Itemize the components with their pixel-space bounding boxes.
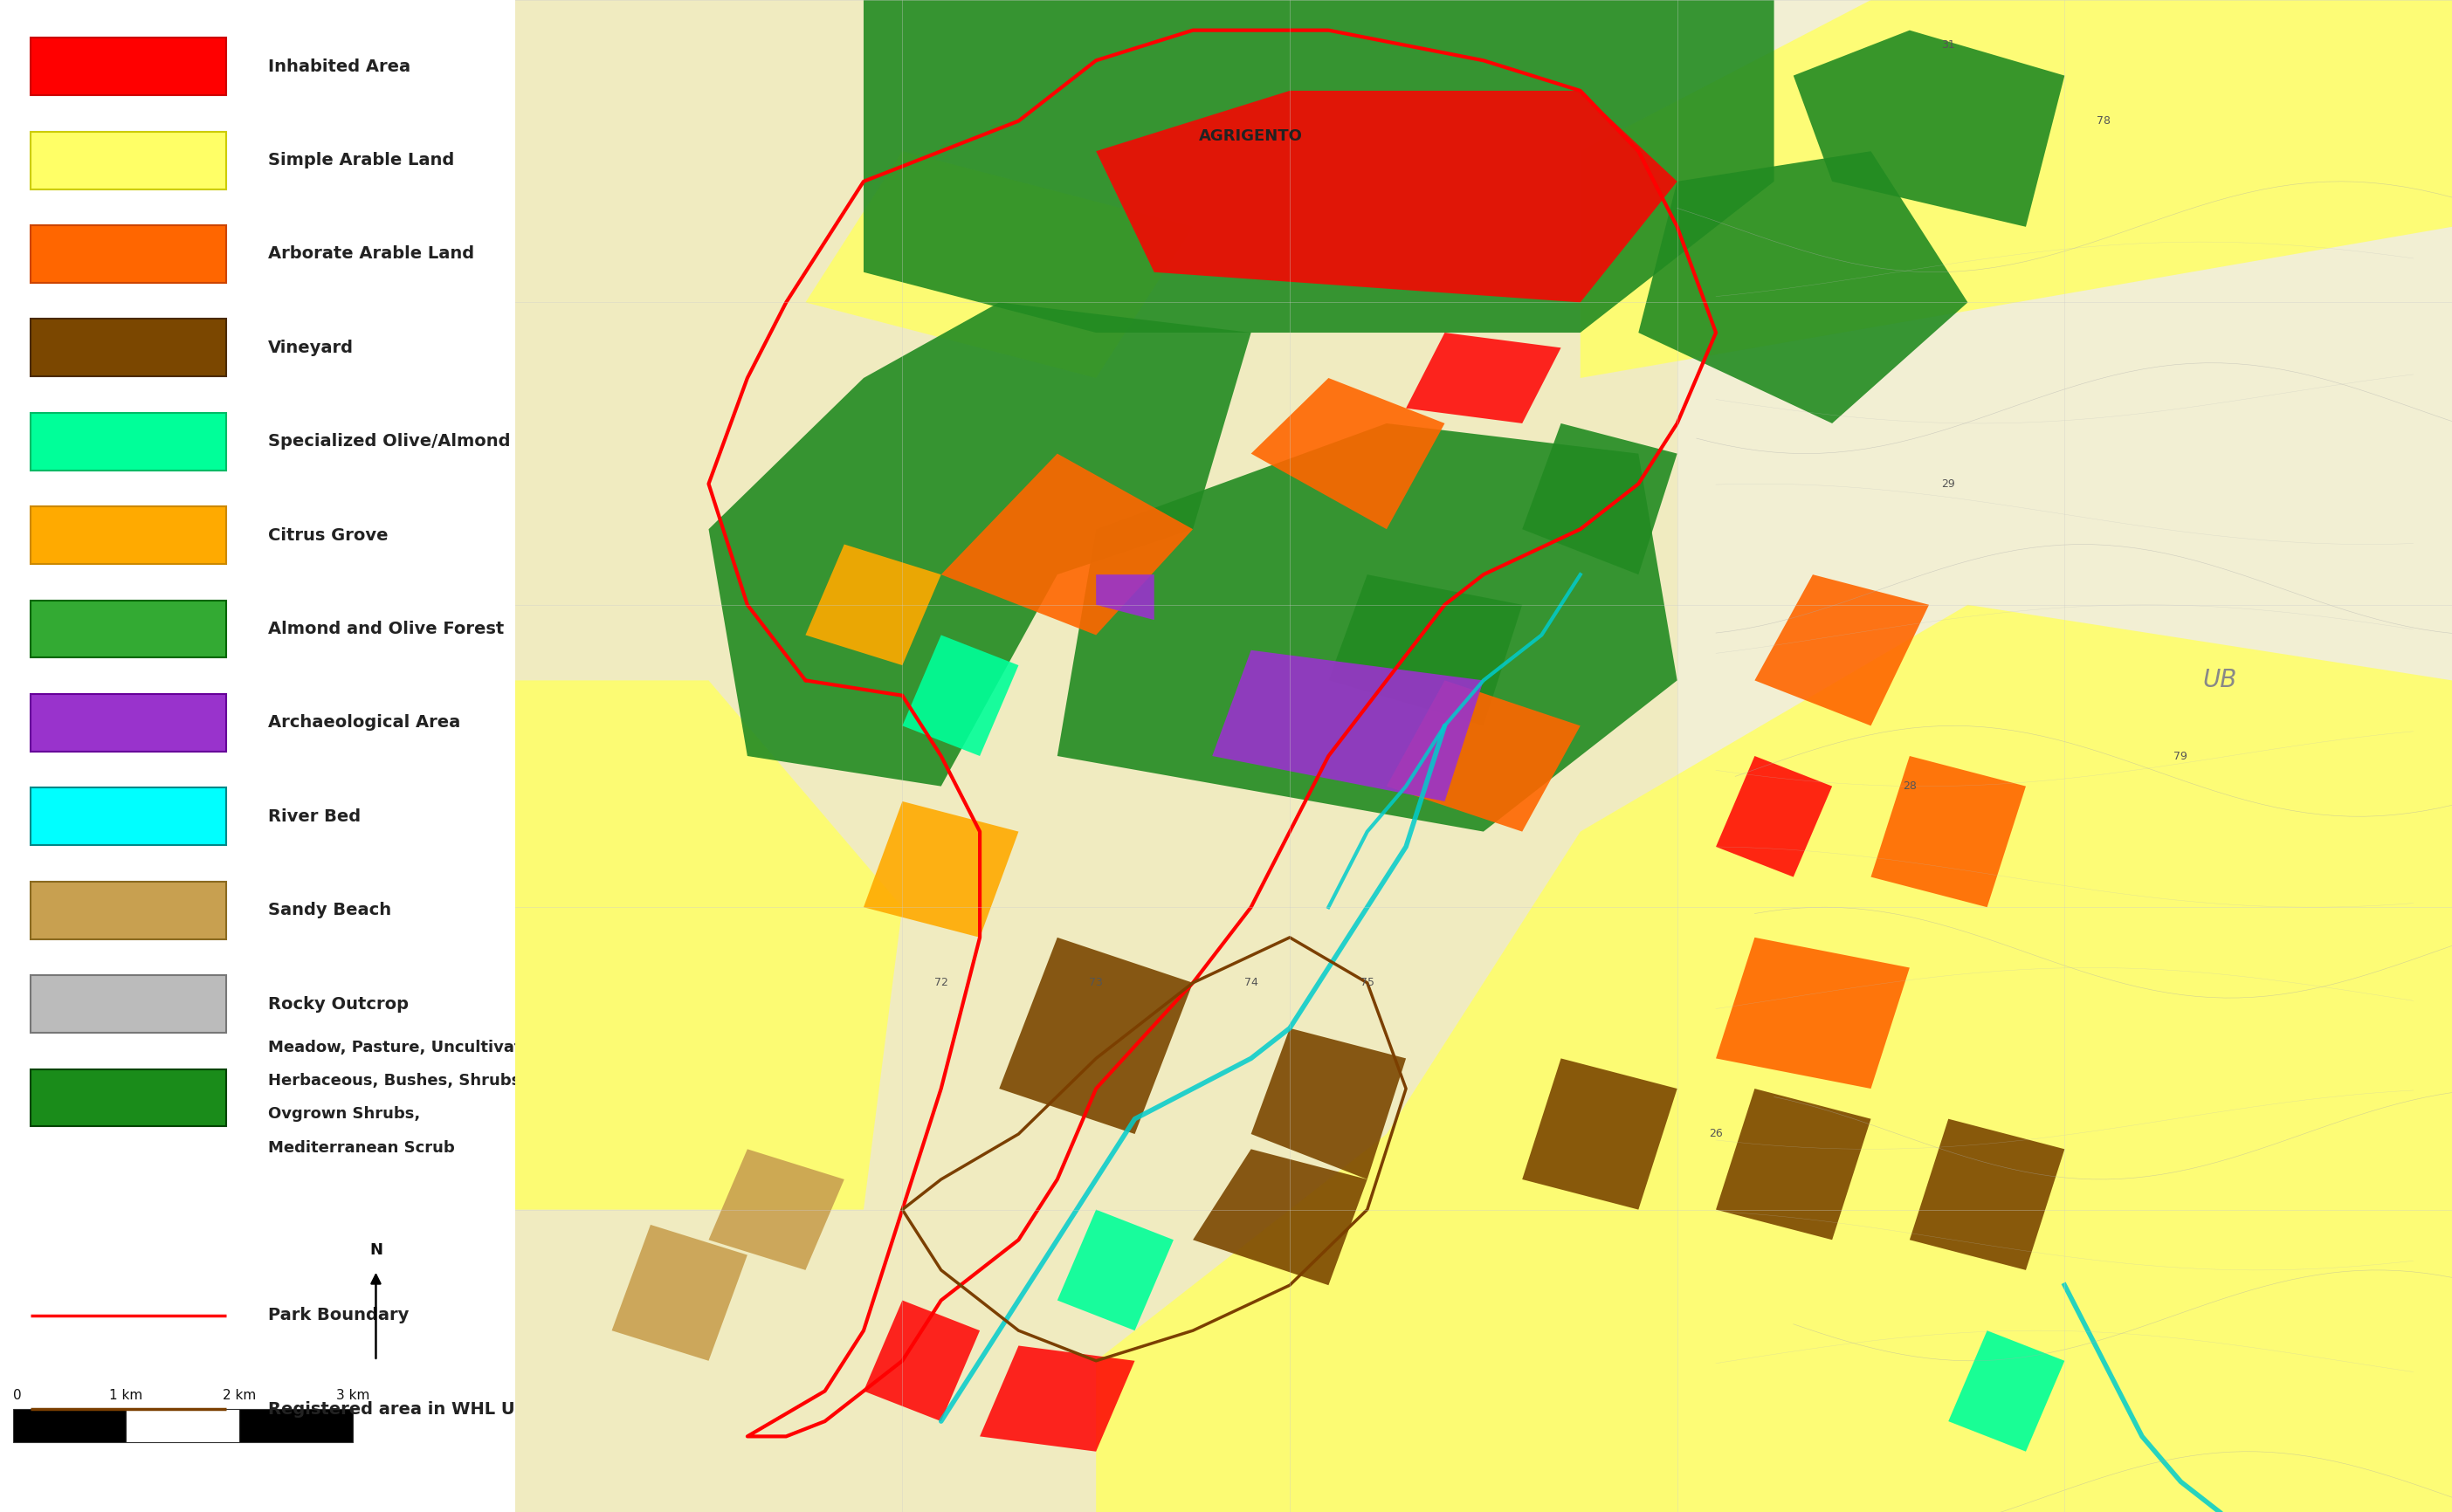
FancyBboxPatch shape	[515, 0, 2452, 1512]
Text: Specialized Olive/Almond Grove: Specialized Olive/Almond Grove	[267, 434, 574, 449]
Text: 0: 0	[12, 1388, 22, 1402]
Polygon shape	[942, 454, 1194, 635]
Polygon shape	[1251, 378, 1444, 529]
FancyBboxPatch shape	[32, 38, 226, 95]
FancyBboxPatch shape	[32, 881, 226, 939]
FancyBboxPatch shape	[32, 413, 226, 470]
Polygon shape	[1057, 423, 1677, 832]
Polygon shape	[1716, 1089, 1871, 1240]
Polygon shape	[1251, 1028, 1405, 1179]
Polygon shape	[981, 1346, 1135, 1452]
Text: Rocky Outcrop: Rocky Outcrop	[267, 996, 409, 1012]
Text: Vineyard: Vineyard	[267, 340, 353, 355]
Polygon shape	[804, 151, 1194, 378]
Polygon shape	[863, 1300, 981, 1421]
FancyBboxPatch shape	[32, 225, 226, 283]
Text: Ovgrown Shrubs,: Ovgrown Shrubs,	[267, 1107, 419, 1122]
Polygon shape	[1211, 650, 1483, 801]
Polygon shape	[709, 1149, 843, 1270]
Polygon shape	[863, 801, 1018, 937]
Polygon shape	[1871, 756, 2025, 907]
Polygon shape	[1949, 1331, 2065, 1452]
Polygon shape	[1716, 756, 1832, 877]
FancyBboxPatch shape	[32, 694, 226, 751]
FancyBboxPatch shape	[32, 319, 226, 376]
Text: Mediterranean Scrub: Mediterranean Scrub	[267, 1140, 454, 1155]
Polygon shape	[1096, 605, 2452, 1512]
Text: Citrus Grove: Citrus Grove	[267, 528, 387, 543]
Polygon shape	[1716, 937, 1910, 1089]
FancyBboxPatch shape	[32, 507, 226, 564]
Polygon shape	[1194, 1149, 1368, 1285]
Polygon shape	[1792, 30, 2065, 227]
Polygon shape	[1756, 575, 1930, 726]
Text: 72: 72	[934, 977, 949, 989]
Polygon shape	[1329, 575, 1523, 726]
Text: Registered area in WHL UNESCO: Registered area in WHL UNESCO	[267, 1402, 579, 1417]
Polygon shape	[1582, 0, 2452, 378]
Text: 31: 31	[1942, 39, 1954, 51]
Text: N: N	[370, 1243, 383, 1258]
Polygon shape	[1057, 1210, 1175, 1331]
Polygon shape	[709, 302, 1251, 786]
Polygon shape	[1000, 937, 1194, 1134]
Polygon shape	[1096, 575, 1155, 620]
Text: 29: 29	[1942, 478, 1954, 490]
Text: 73: 73	[1089, 977, 1103, 989]
Text: 26: 26	[1709, 1128, 1724, 1140]
Polygon shape	[1523, 1058, 1677, 1210]
Text: 79: 79	[2175, 750, 2187, 762]
Polygon shape	[1638, 151, 1969, 423]
Polygon shape	[902, 635, 1018, 756]
Polygon shape	[863, 0, 1775, 333]
Polygon shape	[1096, 91, 1677, 302]
Text: Herbaceous, Bushes, Shrubs,: Herbaceous, Bushes, Shrubs,	[267, 1074, 527, 1089]
Text: Sandy Beach: Sandy Beach	[267, 903, 390, 918]
Text: 78: 78	[2096, 115, 2111, 127]
FancyBboxPatch shape	[240, 1409, 353, 1442]
FancyBboxPatch shape	[32, 1069, 226, 1126]
Text: Arborate Arable Land: Arborate Arable Land	[267, 246, 473, 262]
Text: 3 km: 3 km	[336, 1388, 370, 1402]
Text: 74: 74	[1243, 977, 1258, 989]
Polygon shape	[613, 1225, 748, 1361]
FancyBboxPatch shape	[32, 975, 226, 1033]
FancyBboxPatch shape	[125, 1409, 240, 1442]
Polygon shape	[1405, 333, 1562, 423]
FancyBboxPatch shape	[1677, 0, 2452, 1512]
FancyBboxPatch shape	[32, 788, 226, 845]
Text: Meadow, Pasture, Uncultivated: Meadow, Pasture, Uncultivated	[267, 1040, 544, 1055]
FancyBboxPatch shape	[32, 132, 226, 189]
Text: 2 km: 2 km	[223, 1388, 255, 1402]
Polygon shape	[804, 544, 942, 665]
Text: River Bed: River Bed	[267, 809, 360, 824]
Polygon shape	[1388, 680, 1582, 832]
Text: Park Boundary: Park Boundary	[267, 1308, 409, 1323]
Text: Almond and Olive Forest: Almond and Olive Forest	[267, 621, 503, 637]
FancyBboxPatch shape	[32, 600, 226, 658]
Text: 1 km: 1 km	[110, 1388, 142, 1402]
Polygon shape	[515, 680, 902, 1210]
Text: Inhabited Area: Inhabited Area	[267, 59, 409, 74]
FancyBboxPatch shape	[12, 1409, 125, 1442]
Text: Simple Arable Land: Simple Arable Land	[267, 153, 454, 168]
Text: AGRIGENTO: AGRIGENTO	[1199, 129, 1302, 144]
Text: 75: 75	[1361, 977, 1373, 989]
Polygon shape	[1910, 1119, 2065, 1270]
Text: Archaeological Area: Archaeological Area	[267, 715, 461, 730]
Text: 28: 28	[1903, 780, 1917, 792]
Polygon shape	[1523, 423, 1677, 575]
Text: UB: UB	[2202, 668, 2236, 692]
